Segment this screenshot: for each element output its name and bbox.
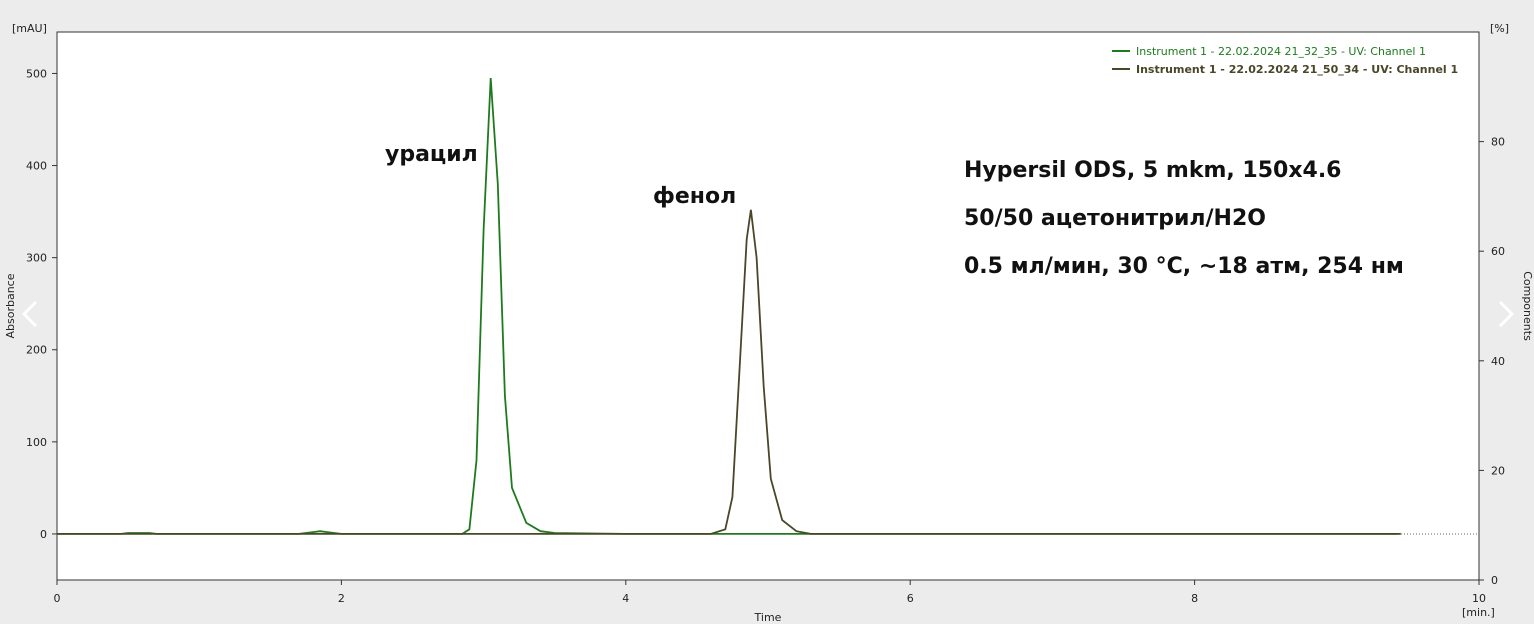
x-tick-label: 0 bbox=[54, 592, 61, 605]
y-tick-label: 0 bbox=[40, 528, 47, 541]
x-tick-label: 6 bbox=[907, 592, 914, 605]
annotation: урацил bbox=[385, 142, 478, 167]
y2-tick-label: 0 bbox=[1491, 574, 1498, 587]
y-tick-label: 100 bbox=[26, 436, 47, 449]
y-tick-label: 400 bbox=[26, 160, 47, 173]
plot-area bbox=[56, 31, 1480, 581]
x-unit: [min.] bbox=[1462, 606, 1495, 619]
y2-unit: [%] bbox=[1490, 22, 1509, 35]
legend-label: Instrument 1 - 22.02.2024 21_32_35 - UV:… bbox=[1136, 45, 1426, 58]
x-label: Time bbox=[754, 611, 782, 624]
series-line bbox=[57, 209, 1401, 535]
y-tick-label: 500 bbox=[26, 67, 47, 80]
legend-label: Instrument 1 - 22.02.2024 21_50_34 - UV:… bbox=[1136, 63, 1458, 76]
nav-prev[interactable] bbox=[21, 300, 38, 328]
x-tick-label: 8 bbox=[1191, 592, 1198, 605]
note: Hypersil ODS, 5 mkm, 150x4.6 bbox=[964, 158, 1341, 183]
note: 50/50 ацетонитрил/H2O bbox=[964, 206, 1266, 231]
y2-tick-label: 20 bbox=[1491, 464, 1505, 477]
y-unit: [mAU] bbox=[12, 22, 47, 35]
nav-next[interactable] bbox=[1498, 300, 1515, 328]
y2-label: Components bbox=[1521, 271, 1534, 341]
annotation: фенол bbox=[653, 184, 736, 209]
y2-tick-label: 40 bbox=[1491, 355, 1505, 368]
y2-tick-label: 80 bbox=[1491, 136, 1505, 149]
y2-tick-label: 60 bbox=[1491, 245, 1505, 258]
y-tick-label: 300 bbox=[26, 252, 47, 265]
x-tick-label: 2 bbox=[338, 592, 345, 605]
y-tick-label: 200 bbox=[26, 344, 47, 357]
x-tick-label: 4 bbox=[622, 592, 629, 605]
y-label: Absorbance bbox=[4, 273, 17, 338]
x-tick-label: 10 bbox=[1472, 592, 1486, 605]
note: 0.5 мл/мин, 30 °C, ~18 атм, 254 нм bbox=[964, 254, 1404, 279]
